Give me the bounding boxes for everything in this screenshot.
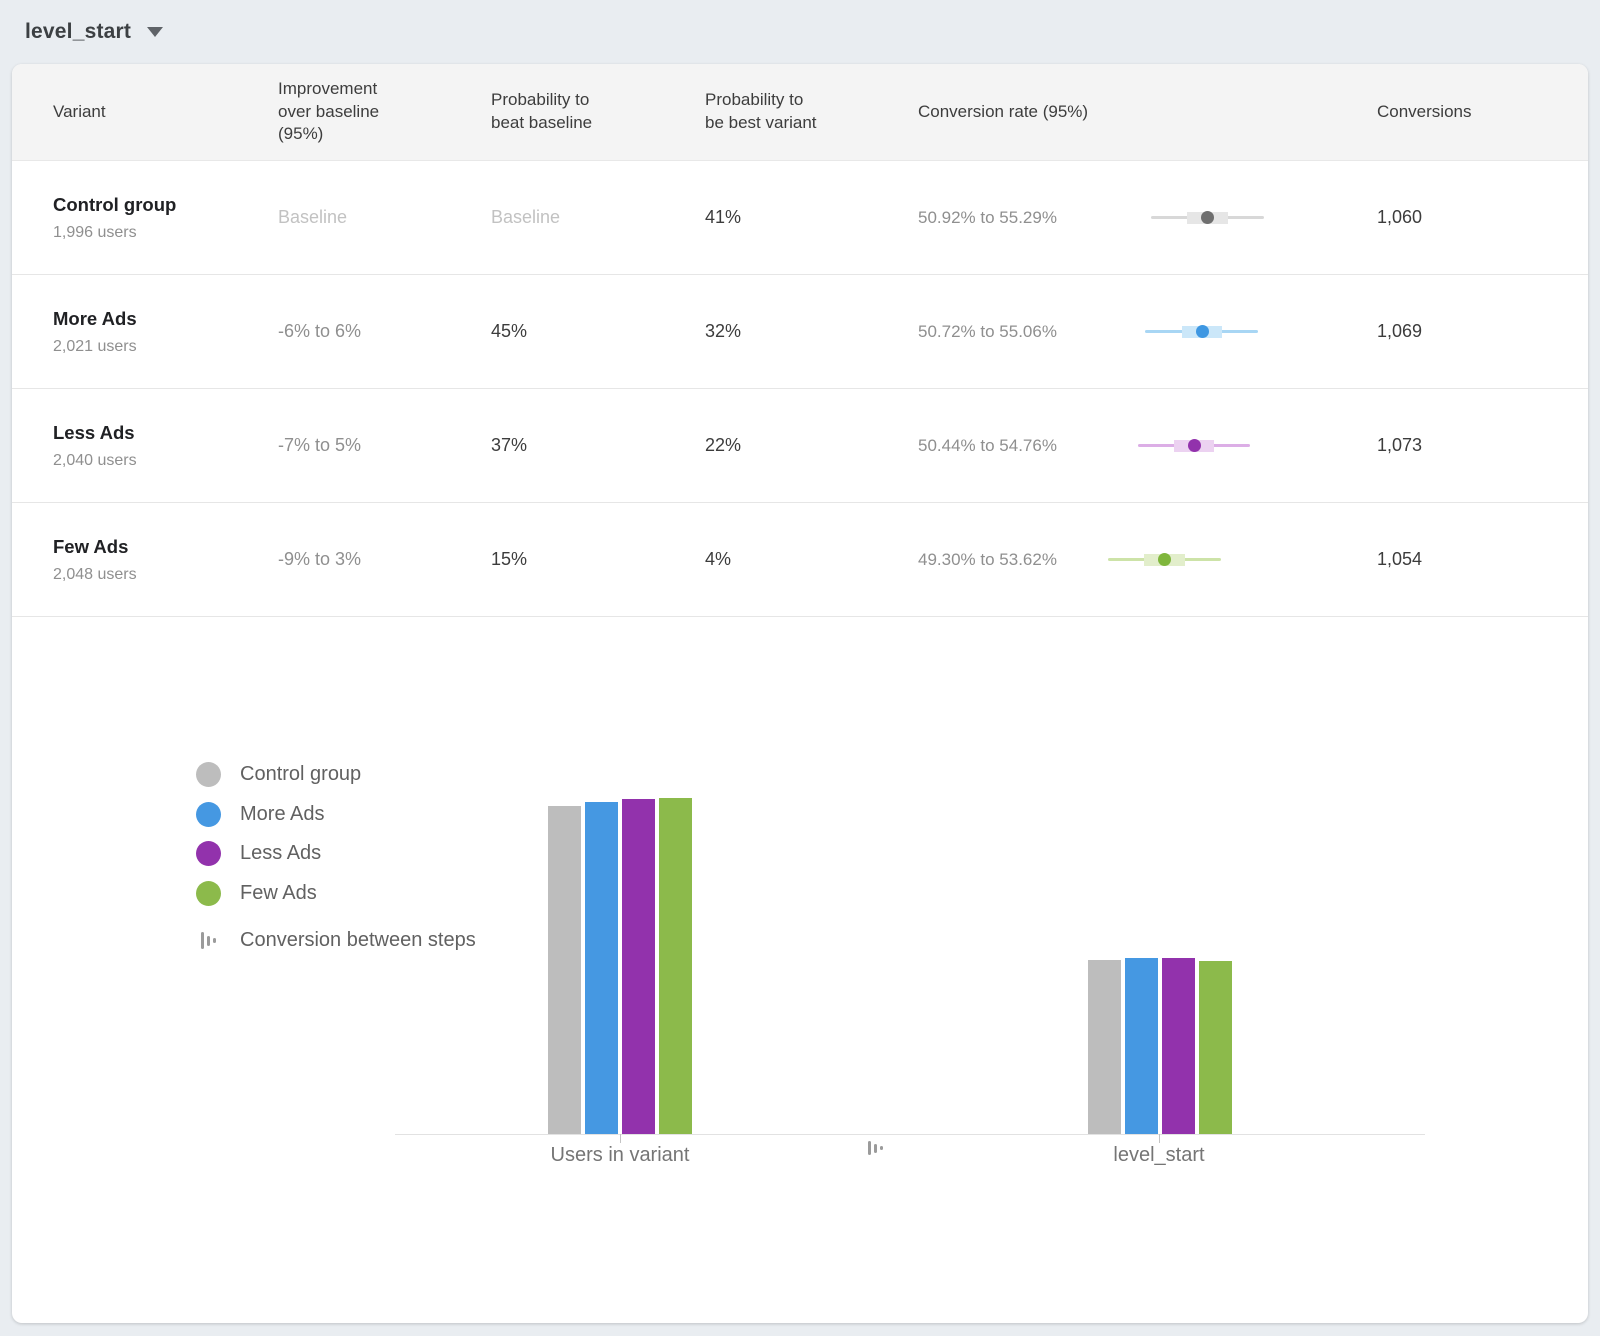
event-selector-label: level_start <box>25 20 132 43</box>
conv-rate-interval-plot <box>1098 207 1356 229</box>
bar-less-ads-level-start <box>1162 958 1195 1134</box>
conv-rate-cell: 50.92% to 55.29% <box>918 207 1057 227</box>
legend-item: Conversion between steps <box>196 921 476 961</box>
results-card: Variant Improvement over baseline (95%) … <box>12 64 1588 1323</box>
column-header-prob-beat: Probability to beat baseline <box>491 90 593 132</box>
conversion-steps-icon <box>863 1141 888 1155</box>
column-header-conversions: Conversions <box>1377 101 1472 121</box>
legend-label: Less Ads <box>240 842 322 865</box>
legend-swatch-control-group <box>196 762 221 788</box>
prob-beat-cell: 37% <box>491 435 528 455</box>
variant-name: More Ads <box>53 307 137 329</box>
variant-name: Less Ads <box>53 421 135 443</box>
conv-rate-cell: 50.44% to 54.76% <box>918 435 1057 455</box>
legend-item: Less Ads <box>196 834 476 874</box>
table-header-row: Variant Improvement over baseline (95%) … <box>12 64 1588 161</box>
legend-item: Few Ads <box>196 874 476 914</box>
variant-users: 2,040 users <box>53 451 137 469</box>
legend-swatch-few-ads <box>196 880 221 906</box>
prob-best-cell: 4% <box>705 549 732 569</box>
prob-beat-cell: 45% <box>491 321 528 341</box>
variant-cell: More Ads 2,021 users <box>53 308 278 356</box>
conv-rate-cell: 49.30% to 53.62% <box>918 549 1057 569</box>
category-label-users-in-variant: Users in variant <box>550 1144 690 1166</box>
column-header-prob-best: Probability to be best variant <box>705 90 817 132</box>
axis-tick <box>1159 1134 1160 1143</box>
table-row: Less Ads 2,040 users -7% to 5% 37% 22% 5… <box>12 389 1588 503</box>
conv-rate-interval-plot <box>1098 549 1356 571</box>
improvement-cell: -7% to 5% <box>278 435 362 455</box>
x-axis-line <box>395 1134 1425 1135</box>
ci-point-dot <box>1187 439 1201 452</box>
variant-name: Control group <box>53 193 177 215</box>
ci-point-dot <box>1158 553 1172 566</box>
bar-more-ads-users <box>585 802 618 1134</box>
variant-cell: Few Ads 2,048 users <box>53 536 278 584</box>
legend-swatch-less-ads <box>196 841 221 867</box>
prob-best-cell: 41% <box>705 207 742 227</box>
conversions-cell: 1,054 <box>1377 549 1423 569</box>
legend-item: Control group <box>196 755 476 795</box>
conv-rate-cell: 50.72% to 55.06% <box>918 321 1057 341</box>
prob-beat-cell: Baseline <box>491 207 561 227</box>
legend-label: More Ads <box>240 802 325 825</box>
bar-few-ads-users <box>659 798 692 1134</box>
funnel-chart: Control group More Ads Less Ads Few Ads … <box>12 617 1588 1323</box>
variant-users: 2,048 users <box>53 565 137 583</box>
bar-control-group-users <box>548 806 581 1134</box>
dropdown-caret-icon <box>147 27 164 37</box>
conversions-cell: 1,060 <box>1377 207 1423 227</box>
conversion-steps-icon <box>196 932 221 950</box>
improvement-cell: -9% to 3% <box>278 549 362 569</box>
legend-label: Few Ads <box>240 881 317 904</box>
prob-best-cell: 32% <box>705 321 742 341</box>
table-row: Control group 1,996 users Baseline Basel… <box>12 161 1588 275</box>
legend-label: Control group <box>240 763 362 786</box>
ci-point-dot <box>1195 325 1209 338</box>
improvement-cell: Baseline <box>278 207 348 227</box>
top-bar: level_start <box>0 0 1600 64</box>
bar-control-group-level-start <box>1088 960 1121 1134</box>
conv-rate-interval-plot <box>1098 321 1356 343</box>
variant-cell: Control group 1,996 users <box>53 194 278 242</box>
legend-item: More Ads <box>196 795 476 835</box>
chart-legend: Control group More Ads Less Ads Few Ads … <box>196 755 476 961</box>
event-selector-dropdown[interactable]: level_start <box>25 20 164 44</box>
column-header-conv-rate: Conversion rate (95%) <box>918 101 1089 121</box>
variant-name: Few Ads <box>53 535 129 557</box>
bar-less-ads-users <box>622 799 655 1134</box>
prob-beat-cell: 15% <box>491 549 528 569</box>
category-label-level-start: level_start <box>1113 1144 1205 1166</box>
column-header-variant: Variant <box>53 101 106 121</box>
axis-tick <box>620 1134 621 1143</box>
bar-few-ads-level-start <box>1199 961 1232 1134</box>
conversions-cell: 1,073 <box>1377 435 1423 455</box>
ci-point-dot <box>1200 211 1214 224</box>
table-row: Few Ads 2,048 users -9% to 3% 15% 4% 49.… <box>12 503 1588 617</box>
conv-rate-interval-plot <box>1098 435 1356 457</box>
legend-label: Conversion between steps <box>240 929 476 952</box>
column-header-improvement: Improvement over baseline (95%) <box>278 78 380 144</box>
variant-cell: Less Ads 2,040 users <box>53 422 278 470</box>
variant-users: 2,021 users <box>53 337 137 355</box>
legend-swatch-more-ads <box>196 801 221 827</box>
table-row: More Ads 2,021 users -6% to 6% 45% 32% 5… <box>12 275 1588 389</box>
variant-users: 1,996 users <box>53 223 137 241</box>
prob-best-cell: 22% <box>705 435 742 455</box>
bar-more-ads-level-start <box>1125 958 1158 1134</box>
conversions-cell: 1,069 <box>1377 321 1423 341</box>
improvement-cell: -6% to 6% <box>278 321 362 341</box>
